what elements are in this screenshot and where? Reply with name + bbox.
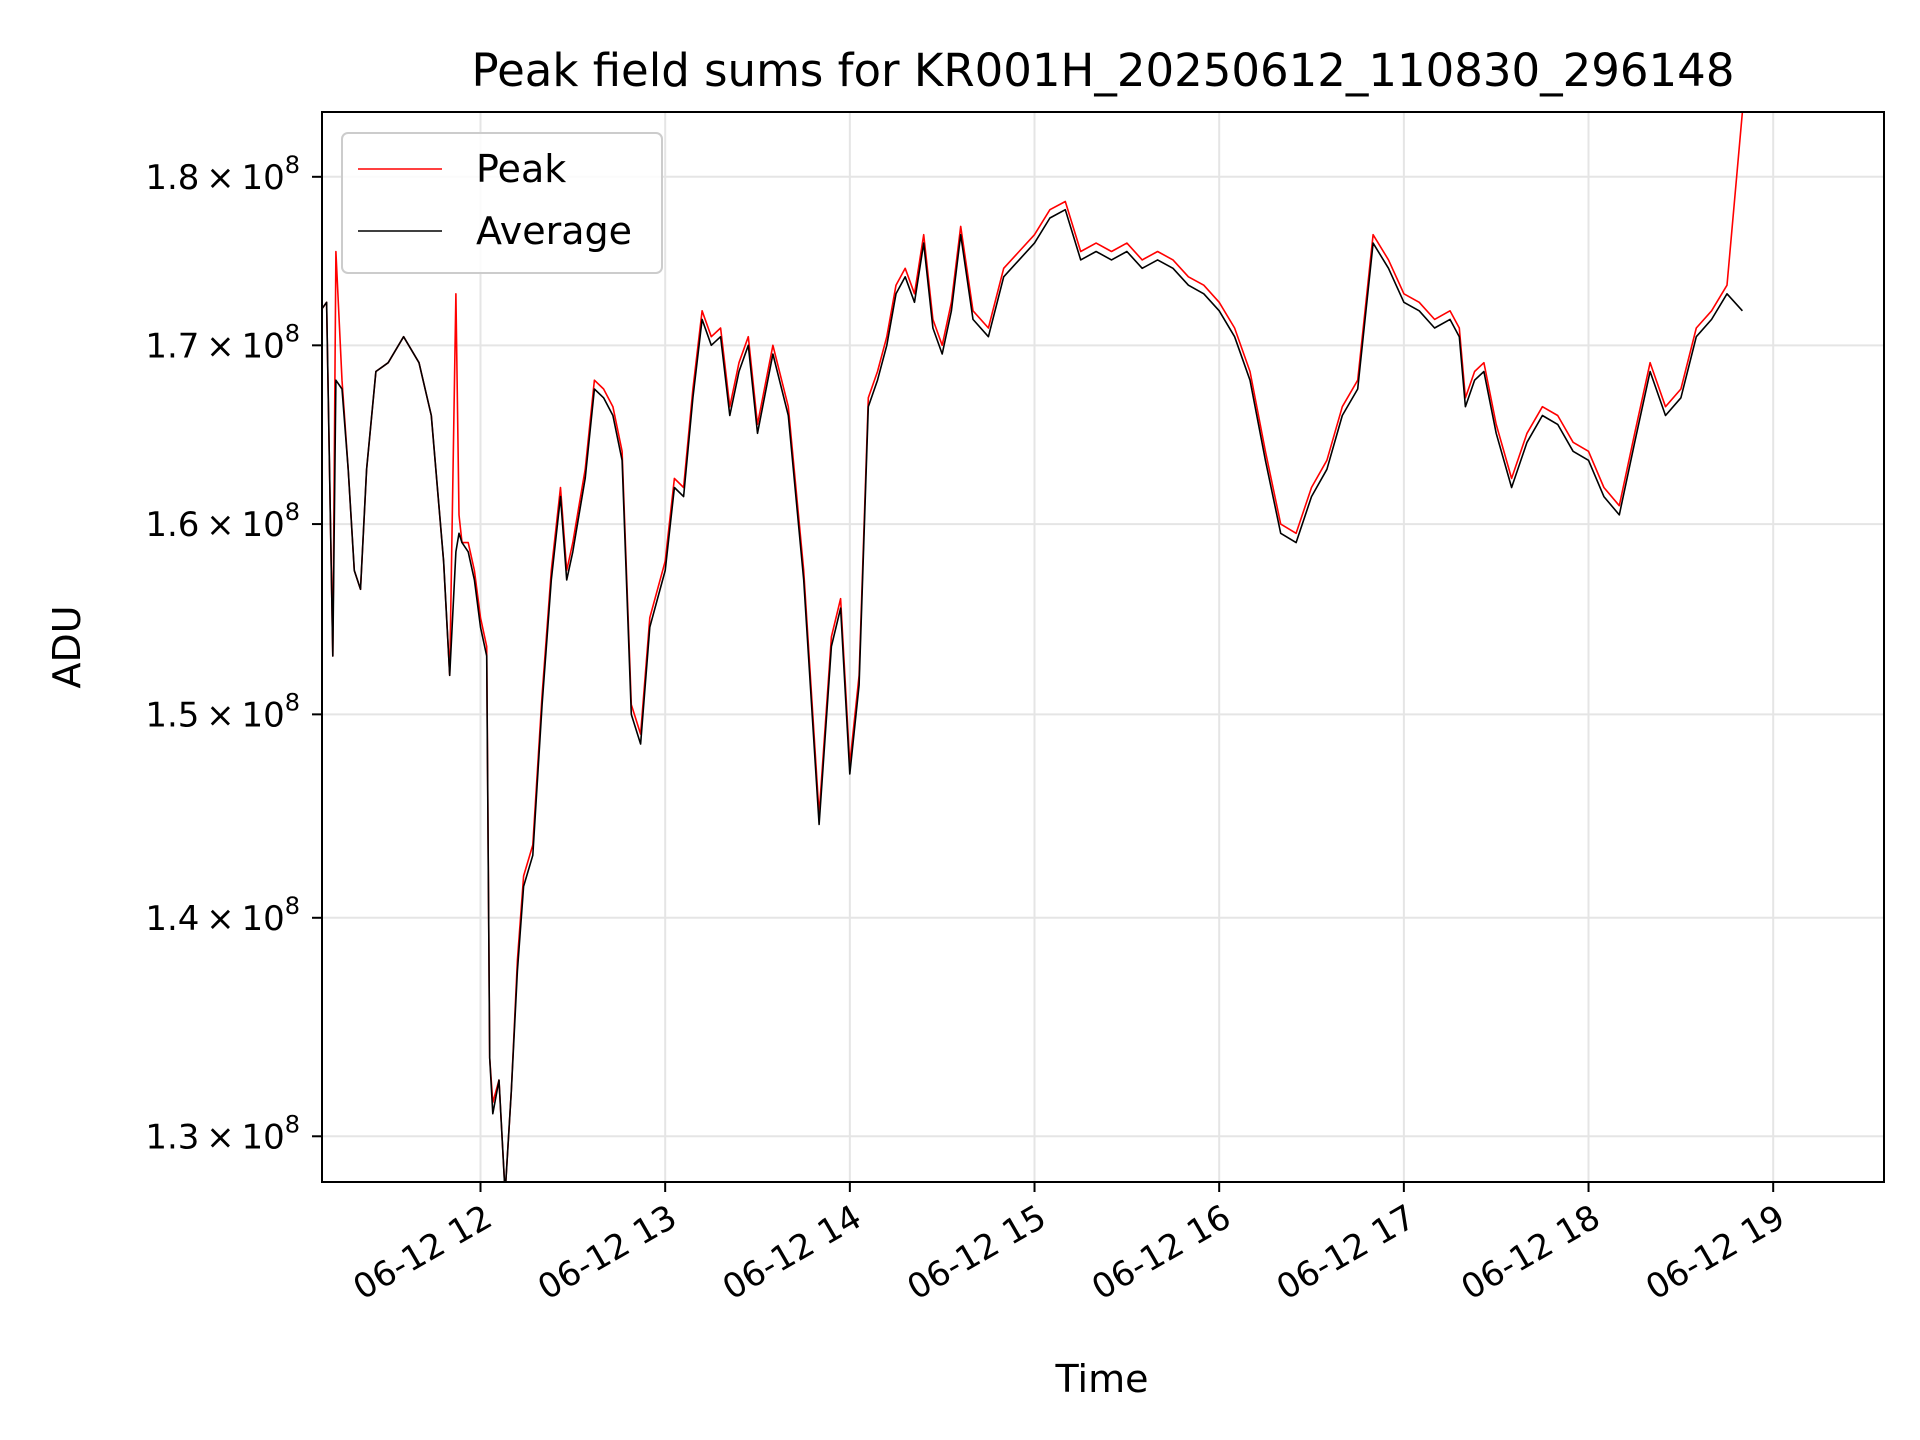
series-line-average <box>322 208 1743 1182</box>
chart-title: Peak field sums for KR001H_20250612_1108… <box>472 44 1735 97</box>
y-tick-label: 1.3 × 108 <box>145 1110 300 1157</box>
legend: Peak Average <box>341 132 663 274</box>
series-layer <box>322 112 1744 1182</box>
grid <box>322 112 1884 1182</box>
y-tick-label: 1.6 × 108 <box>145 498 300 545</box>
legend-box <box>341 132 663 274</box>
legend-average-label: Average <box>476 209 632 253</box>
y-tick-label: 1.5 × 108 <box>145 688 300 735</box>
plot-frame <box>321 111 1885 1183</box>
y-axis-label: ADU <box>45 605 89 688</box>
y-tick-label: 1.8 × 108 <box>145 151 300 198</box>
x-axis-label: Time <box>1055 1357 1149 1401</box>
y-tick-label: 1.7 × 108 <box>145 319 300 366</box>
y-axis: 1.3 × 108 1.4 × 108 1.5 × 108 1.6 × 108 1.7 … <box>145 151 322 1157</box>
legend-peak-label: Peak <box>476 147 566 191</box>
y-tick-label: 1.4 × 108 <box>145 892 300 939</box>
